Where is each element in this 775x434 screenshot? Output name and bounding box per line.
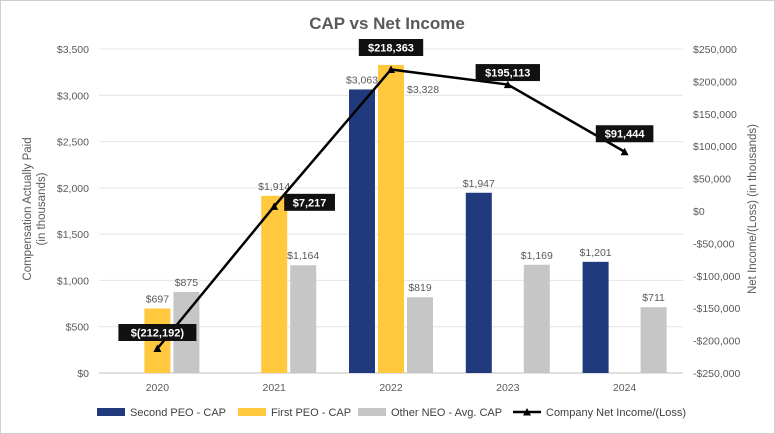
bar-data-label: $1,201	[580, 247, 612, 259]
bar-data-label: $711	[642, 292, 665, 304]
bar-other-neo-2021	[290, 265, 317, 373]
right-axis-tick-label: $50,000	[693, 174, 731, 186]
category-axis-ticks: 2020 2021 2022 2023 2024	[146, 382, 637, 394]
bar-data-label: $697	[146, 293, 170, 305]
bar-first-peo-2022	[378, 64, 404, 373]
bar-data-label: $1,947	[463, 178, 495, 190]
legend-swatch-1	[238, 408, 266, 416]
legend: Second PEO - CAP First PEO - CAP Other NEO…	[97, 407, 686, 419]
bar-data-label: $1,914	[258, 181, 290, 193]
bar-second-peo-2023	[465, 192, 492, 373]
category-label-2024: 2024	[613, 382, 637, 394]
legend-label-3: Company Net Income/(Loss)	[546, 407, 686, 419]
net-income-label-box	[358, 39, 424, 57]
bar-data-labels: $3,063 $1,947 $1,201 $697 $1,914 $3,328 $875 $1…	[146, 74, 665, 305]
right-axis-tick-label: -$50,000	[693, 238, 735, 250]
bar-data-label: $819	[408, 282, 432, 294]
left-axis-title-line2: (in thousands)	[36, 172, 48, 245]
category-label-2020: 2020	[146, 382, 170, 394]
legend-swatch-2	[358, 408, 386, 416]
left-axis-tick-label: $1,500	[57, 229, 89, 241]
bar-data-label: $3,063	[346, 74, 378, 86]
bar-data-label: $3,328	[407, 84, 439, 96]
right-axis-tick-label: -$100,000	[693, 271, 740, 283]
bar-first-peo-2021	[261, 195, 288, 373]
left-axis-tick-label: $3,500	[57, 44, 89, 56]
legend-label-2: Other NEO - Avg. CAP	[391, 407, 502, 419]
bar-other-neo-2022	[407, 297, 433, 373]
net-income-data-label: $7,217	[293, 197, 327, 209]
bar-data-label: $875	[175, 277, 199, 289]
net-income-data-labels: $(212,192) $7,217 $218,363 $195,113 $91,444	[118, 39, 654, 342]
net-income-label-box	[475, 64, 540, 82]
bar-other-neo-2023	[523, 264, 550, 373]
right-axis-tick-label: -$250,000	[693, 368, 740, 380]
right-axis-tick-label: $0	[693, 206, 705, 218]
right-axis-tick-label: -$150,000	[693, 303, 740, 315]
bar-series	[144, 64, 667, 374]
category-label-2023: 2023	[496, 382, 520, 394]
left-axis-title-line1: Compensation Actually Paid	[22, 137, 34, 280]
category-label-2022: 2022	[379, 382, 403, 394]
right-axis-ticks: $250,000 $200,000 $150,000 $100,000 $50,000 $…	[693, 44, 740, 380]
net-income-marker-2020	[153, 344, 162, 353]
right-axis-tick-label: $200,000	[693, 76, 737, 88]
category-label-2021: 2021	[263, 382, 287, 394]
net-income-marker-2024	[620, 147, 629, 156]
left-axis-tick-label: $1,000	[57, 275, 89, 287]
legend-label-1: First PEO - CAP	[271, 407, 351, 419]
left-axis-ticks: $0 $500 $1,000 $1,500 $2,000 $2,500 $3,000 $3,5…	[57, 44, 89, 380]
net-income-marker-2023	[503, 80, 512, 89]
right-axis-tick-label: -$200,000	[693, 336, 740, 348]
net-income-marker-2022	[387, 65, 395, 74]
right-axis-tick-label: $150,000	[693, 109, 737, 121]
legend-swatch-0	[97, 408, 125, 416]
left-axis-tick-label: $3,000	[57, 90, 89, 102]
chart-title: CAP vs Net Income	[309, 14, 465, 33]
left-axis-tick-label: $0	[77, 368, 89, 380]
bar-second-peo-2024	[582, 261, 609, 373]
right-axis-tick-label: $250,000	[693, 44, 737, 56]
net-income-data-label: $195,113	[485, 68, 530, 80]
bar-data-label: $1,169	[521, 250, 553, 262]
right-axis-title: Net Income/(Loss) (in thousands)	[747, 124, 759, 294]
net-income-line	[153, 65, 629, 353]
left-axis-tick-label: $2,000	[57, 183, 89, 195]
left-axis-tick-label: $500	[66, 322, 90, 334]
bar-second-peo-2022	[349, 89, 375, 374]
left-axis-tick-label: $2,500	[57, 137, 89, 149]
net-income-data-label: $218,363	[368, 43, 414, 55]
bar-other-neo-2024	[640, 307, 667, 373]
right-axis-tick-label: $100,000	[693, 141, 737, 153]
net-income-label-box	[284, 193, 335, 211]
net-income-data-label: $(212,192)	[131, 328, 185, 340]
legend-label-0: Second PEO - CAP	[130, 407, 226, 419]
legend-line-marker	[523, 408, 531, 416]
net-income-label-box	[595, 125, 654, 143]
net-income-marker-2021	[270, 202, 279, 210]
bar-data-label: $1,164	[287, 250, 319, 262]
net-income-data-label: $91,444	[605, 129, 646, 141]
net-income-label-box	[118, 324, 197, 342]
